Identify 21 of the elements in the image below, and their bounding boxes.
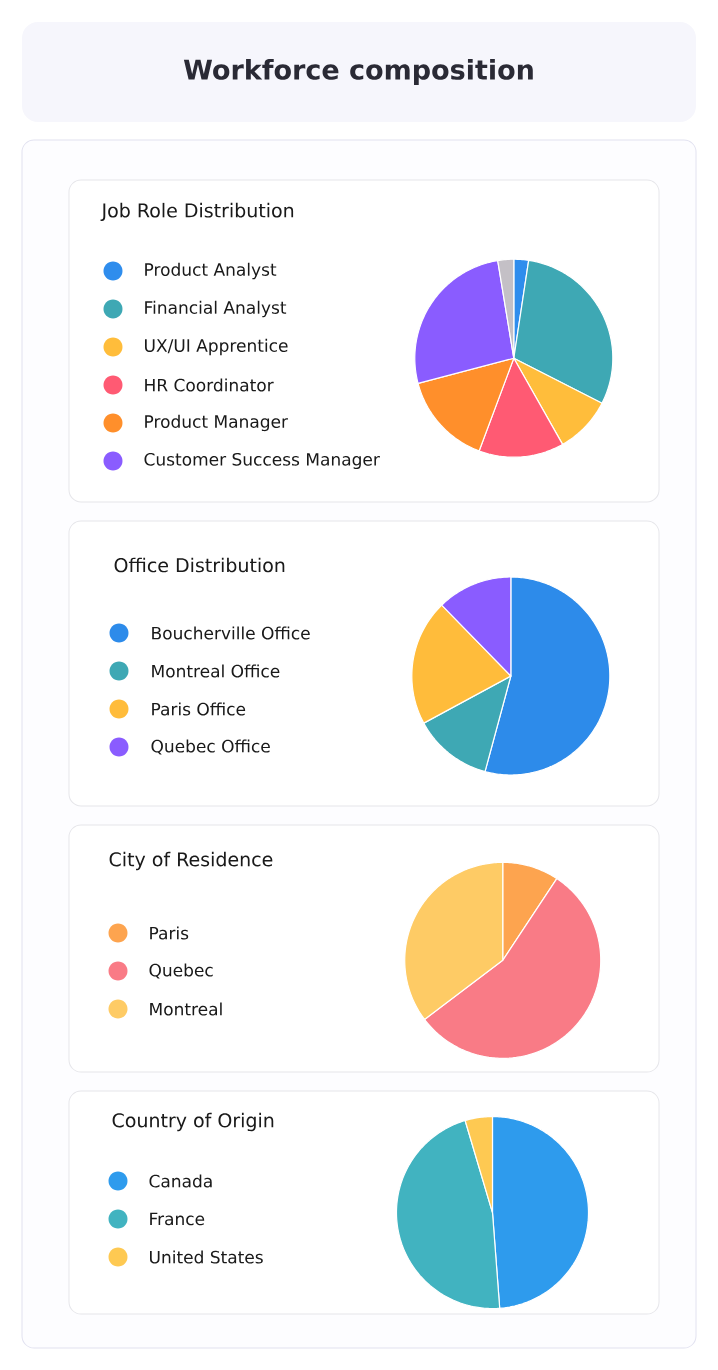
legend-label: Financial Analyst [145,300,287,318]
legend-label: Canada [149,1174,212,1188]
legend-label: Product Analyst [145,262,277,280]
legend-label: Product Manager [145,414,289,432]
legend-label: HR Coordinator [145,378,274,392]
legend-label: UX/UI Apprentice [145,338,288,356]
legend-label: Quebec Office [151,739,270,755]
legend-label: France [150,1212,205,1226]
chart-title: Country of Origin [112,1112,274,1132]
text: Job Role Distribution [100,202,294,222]
legend-label: Paris Office [152,702,246,716]
chart-title: Office Distribution [114,557,285,573]
chart-title: City of Residence [109,851,273,871]
legend-label: United States [150,1250,263,1264]
legend-label: Quebec [149,963,213,979]
legend-label: Paris [150,926,189,940]
legend-label: Customer Success Manager [144,452,380,470]
legend-label: Montreal [150,1002,222,1016]
legend-label: Montreal Office [152,664,280,678]
text: Workforce composition [183,58,533,86]
legend-label: Boucherville Office [152,626,310,640]
